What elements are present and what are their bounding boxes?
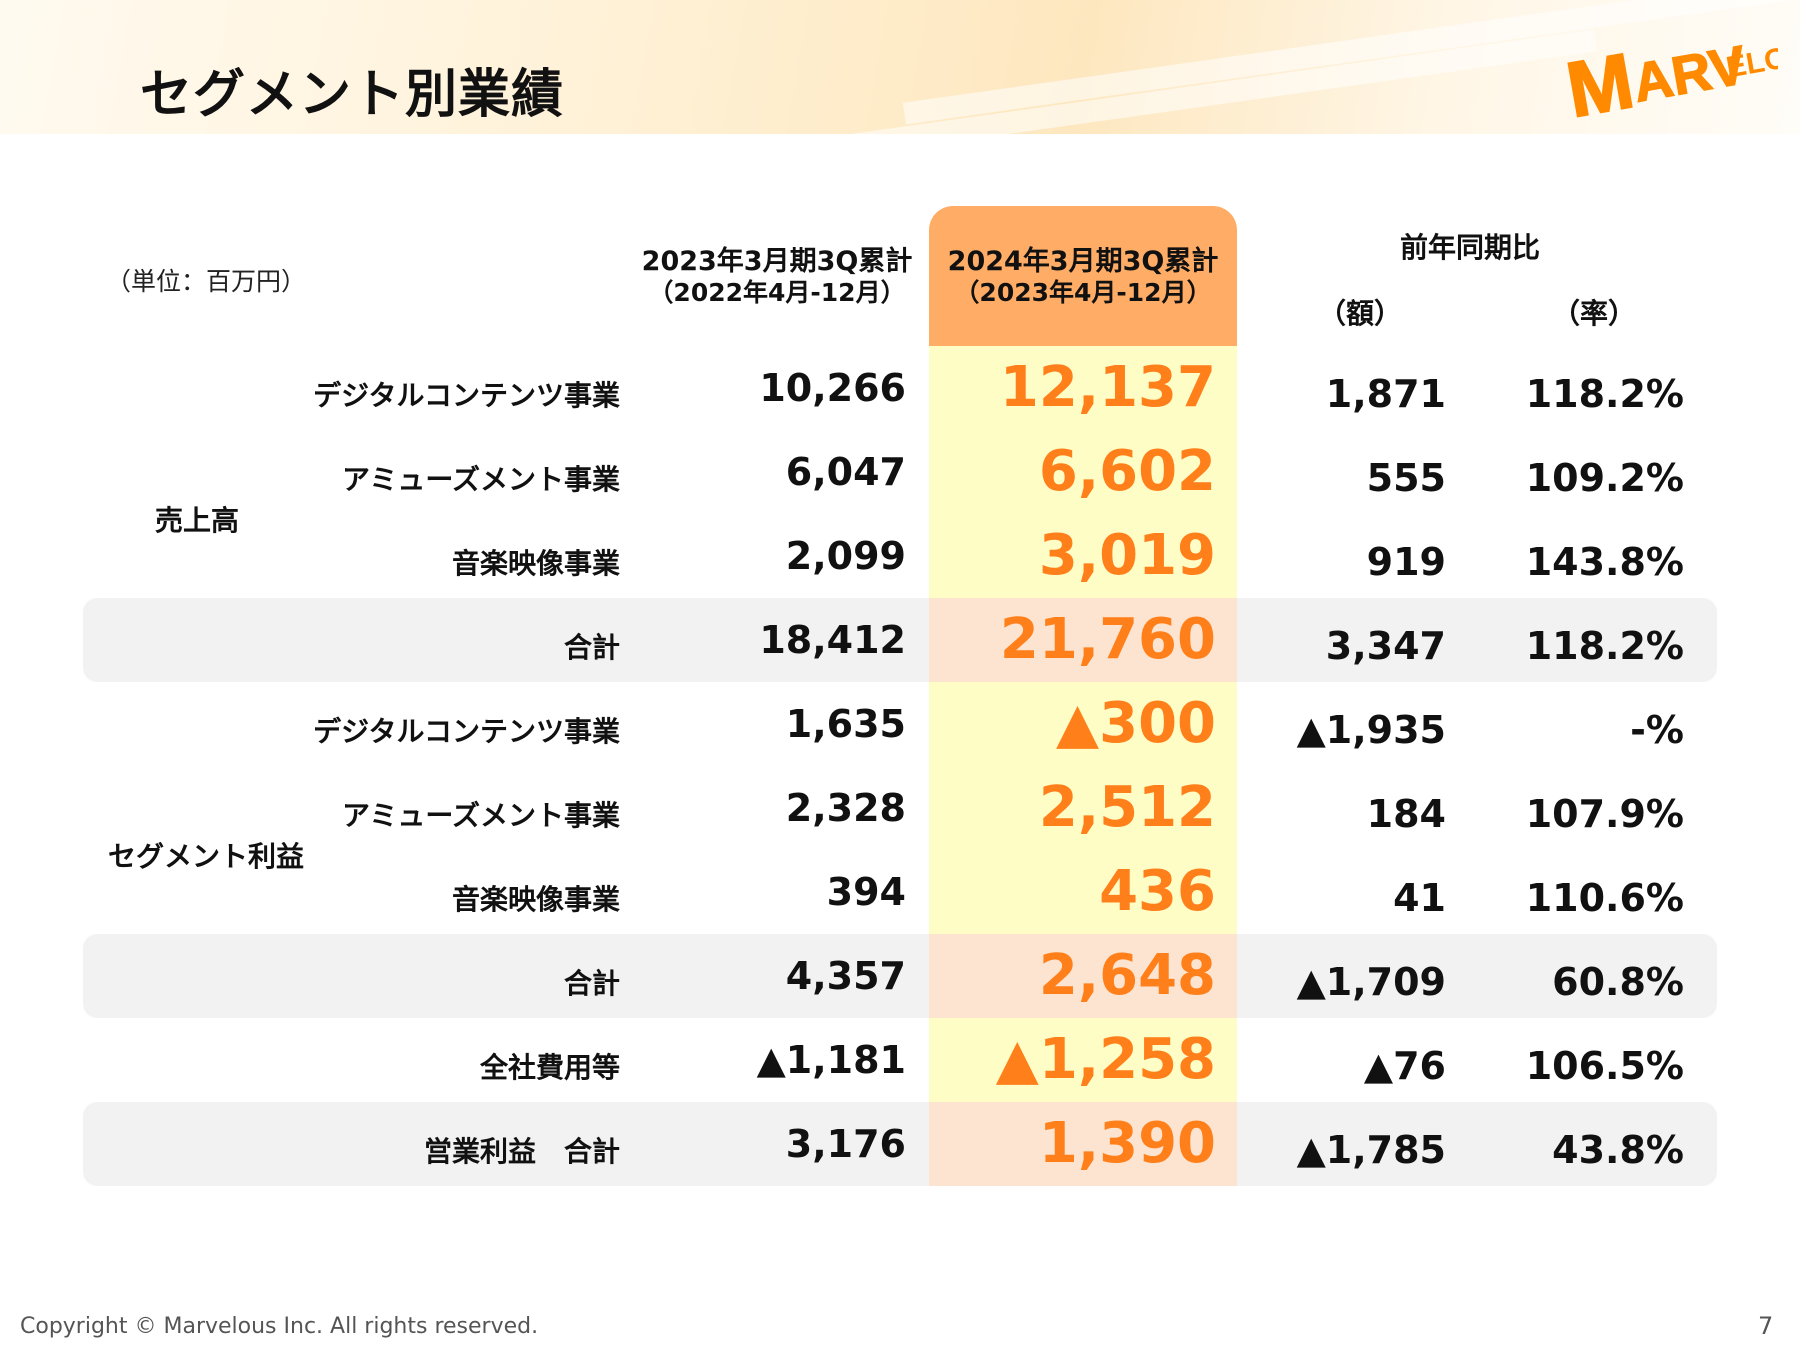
group-label-sales: 売上高 xyxy=(155,504,240,537)
row-label-sales-music: 音楽映像事業 xyxy=(451,547,620,580)
value-cur-profit-music: 436 xyxy=(1099,859,1216,924)
value-diff-corporate-expenses: ▲76 xyxy=(1363,1044,1446,1088)
value-prev-profit-amusement: 2,328 xyxy=(785,786,906,830)
group-label-segment-profit: セグメント利益 xyxy=(108,840,305,873)
row-label-profit-total: 合計 xyxy=(563,967,620,1000)
yoy-amount-header: （額） xyxy=(1318,297,1403,330)
value-diff-operating-profit: ▲1,785 xyxy=(1296,1128,1446,1172)
value-diff-profit-amusement: 184 xyxy=(1366,792,1446,836)
total-row-bg xyxy=(83,1102,1717,1186)
total-row-highlight xyxy=(929,598,1237,682)
svg-text:M: M xyxy=(1560,36,1639,120)
value-prev-profit-music: 394 xyxy=(826,870,906,914)
row-label-profit-digital: デジタルコンテンツ事業 xyxy=(313,715,620,748)
value-cur-sales-digital: 12,137 xyxy=(999,355,1216,420)
row-label-operating-profit: 営業利益 合計 xyxy=(423,1135,620,1168)
row-label-sales-digital: デジタルコンテンツ事業 xyxy=(313,379,620,412)
column-header-prev-period: 2023年3月期3Q累計 xyxy=(641,246,913,277)
value-prev-corporate-expenses: ▲1,181 xyxy=(756,1038,906,1082)
total-row-bg xyxy=(83,934,1717,1018)
value-rate-sales-total: 118.2% xyxy=(1525,624,1684,668)
page-title: セグメント別業績 xyxy=(140,65,565,125)
copyright-text: Copyright © Marvelous Inc. All rights re… xyxy=(20,1314,539,1339)
current-period-header-bg xyxy=(929,206,1237,346)
value-rate-operating-profit: 43.8% xyxy=(1552,1128,1684,1172)
value-diff-sales-amusement: 555 xyxy=(1366,456,1446,500)
column-header-cur: 2024年3月期3Q累計 （2023年4月-12月） xyxy=(935,246,1231,308)
yoy-rate-header: （率） xyxy=(1552,297,1637,330)
value-rate-sales-digital: 118.2% xyxy=(1525,372,1684,416)
value-prev-profit-total: 4,357 xyxy=(785,954,906,998)
row-label-corporate-expenses: 全社費用等 xyxy=(479,1051,620,1084)
column-header-cur-period: 2024年3月期3Q累計 xyxy=(947,246,1219,277)
marvelous-logo: M ARV ELOUS! xyxy=(1558,20,1800,135)
value-rate-sales-amusement: 109.2% xyxy=(1525,456,1684,500)
column-header-prev-range: （2022年4月-12月） xyxy=(648,278,906,307)
value-cur-profit-amusement: 2,512 xyxy=(1038,775,1216,840)
unit-label: （単位：百万円） xyxy=(106,267,307,296)
header-band xyxy=(0,0,1800,134)
value-diff-profit-digital: ▲1,935 xyxy=(1296,708,1446,752)
value-cur-profit-total: 2,648 xyxy=(1038,943,1216,1008)
value-diff-sales-music: 919 xyxy=(1366,540,1446,584)
column-header-cur-range: （2023年4月-12月） xyxy=(954,278,1212,307)
value-rate-profit-amusement: 107.9% xyxy=(1525,792,1684,836)
current-period-highlight xyxy=(929,206,1237,1186)
total-row-bg xyxy=(83,598,1717,682)
value-diff-sales-digital: 1,871 xyxy=(1325,372,1446,416)
value-rate-corporate-expenses: 106.5% xyxy=(1525,1044,1684,1088)
value-diff-profit-total: ▲1,709 xyxy=(1296,960,1446,1004)
value-cur-operating-profit: 1,390 xyxy=(1038,1111,1216,1176)
total-row-highlight xyxy=(929,1102,1237,1186)
value-cur-corporate-expenses: ▲1,258 xyxy=(995,1027,1216,1092)
page-number: 7 xyxy=(1758,1312,1774,1340)
current-period-body-bg xyxy=(929,346,1237,1186)
value-rate-profit-music: 110.6% xyxy=(1525,876,1684,920)
yoy-header: 前年同期比 xyxy=(1399,231,1540,264)
value-prev-sales-total: 18,412 xyxy=(759,618,906,662)
value-prev-operating-profit: 3,176 xyxy=(785,1122,906,1166)
row-label-profit-amusement: アミューズメント事業 xyxy=(341,799,620,832)
value-cur-sales-music: 3,019 xyxy=(1038,523,1216,588)
value-cur-profit-digital: ▲300 xyxy=(1056,691,1216,756)
value-rate-profit-digital: -% xyxy=(1630,708,1684,752)
value-prev-sales-digital: 10,266 xyxy=(759,366,906,410)
value-diff-sales-total: 3,347 xyxy=(1325,624,1446,668)
value-prev-sales-music: 2,099 xyxy=(785,534,906,578)
value-cur-sales-total: 21,760 xyxy=(999,607,1216,672)
value-cur-sales-amusement: 6,602 xyxy=(1038,439,1216,504)
value-rate-profit-total: 60.8% xyxy=(1552,960,1684,1004)
row-label-sales-total: 合計 xyxy=(563,631,620,664)
value-diff-profit-music: 41 xyxy=(1393,876,1446,920)
value-prev-profit-digital: 1,635 xyxy=(785,702,906,746)
row-label-sales-amusement: アミューズメント事業 xyxy=(341,463,620,496)
value-rate-sales-music: 143.8% xyxy=(1525,540,1684,584)
column-header-prev: 2023年3月期3Q累計 （2022年4月-12月） xyxy=(632,246,922,308)
row-label-profit-music: 音楽映像事業 xyxy=(451,883,620,916)
total-row-highlight xyxy=(929,934,1237,1018)
value-prev-sales-amusement: 6,047 xyxy=(785,450,906,494)
